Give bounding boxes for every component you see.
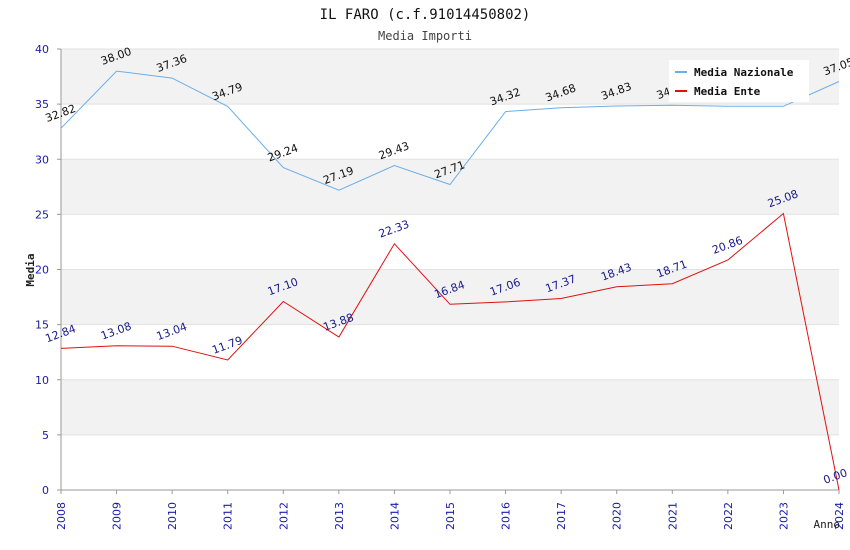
- x-tick-label: 2016: [500, 502, 513, 530]
- grid-bands: [61, 49, 839, 435]
- series-group: [60, 70, 840, 491]
- y-tick-label: 30: [35, 153, 49, 166]
- data-label: 11.79: [210, 334, 244, 357]
- x-tick-label: 2021: [666, 502, 679, 530]
- legend-box: [669, 60, 809, 102]
- x-tick-label: 2022: [722, 502, 735, 530]
- x-tick-label: 2017: [555, 502, 568, 530]
- series-line-1: [60, 70, 840, 191]
- axes: [60, 49, 840, 494]
- y-axis-label: Media: [24, 253, 37, 286]
- x-tick-label: 2023: [777, 502, 790, 530]
- chart-subtitle: Media Importi: [378, 29, 472, 43]
- x-tick-label: 2014: [388, 502, 401, 530]
- x-axis-label: Anno: [814, 518, 841, 531]
- grid-band: [61, 269, 839, 325]
- grid-band: [61, 379, 839, 435]
- y-tick-labels: 0 5 10 15 20 25 30 35 40: [35, 43, 49, 497]
- legend: Media Nazionale Media Ente: [669, 60, 809, 102]
- data-label: 0.00: [822, 466, 849, 487]
- legend-entry: Media Ente: [694, 85, 761, 98]
- data-label: 20.86: [710, 234, 744, 257]
- x-tick-label: 2015: [444, 502, 457, 530]
- x-tick-label: 2020: [611, 502, 624, 530]
- y-tick-label: 10: [35, 374, 49, 387]
- y-tick-label: 20: [35, 264, 49, 277]
- y-tick-label: 35: [35, 98, 49, 111]
- x-tick-label: 2010: [166, 502, 179, 530]
- grid-band: [61, 159, 839, 215]
- y-tick-label: 40: [35, 43, 49, 56]
- x-tick-label: 2012: [277, 502, 290, 530]
- legend-entry: Media Nazionale: [694, 66, 794, 79]
- y-tick-label: 0: [42, 484, 49, 497]
- x-tick-label: 2009: [111, 502, 124, 530]
- series-line-2: [60, 212, 840, 491]
- x-tick-label: 2011: [222, 502, 235, 530]
- y-tick-label: 15: [35, 319, 49, 332]
- x-tick-label: 2013: [333, 502, 346, 530]
- x-tick-label: 2008: [55, 502, 68, 530]
- data-label: 22.33: [377, 218, 411, 241]
- chart-title: IL FARO (c.f.91014450802): [320, 7, 531, 23]
- x-tick-label: 2024: [833, 502, 846, 530]
- y-tick-label: 25: [35, 208, 49, 221]
- x-tick-labels: 2008 2009 2010 2011 2012 2013 2014 2015 2016 2017…: [55, 502, 846, 530]
- y-tick-label: 5: [42, 429, 49, 442]
